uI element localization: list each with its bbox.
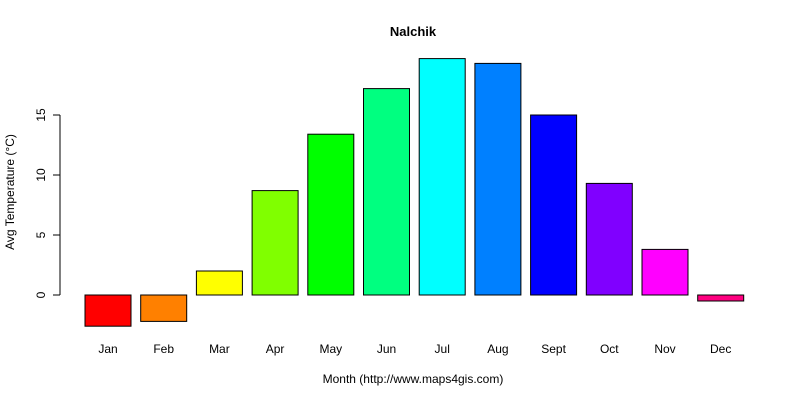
bar-oct: [585, 182, 633, 296]
x-tick-labels: Jan Feb Mar Apr May Jun Jul Aug Sept Oct Nov Dec: [98, 342, 731, 356]
x-tick-label: Apr: [266, 342, 285, 356]
bars-group: [84, 58, 745, 327]
bar-dec: [697, 294, 745, 302]
bar-aug: [474, 62, 522, 296]
bar-jun: [363, 88, 410, 296]
x-tick-label: Feb: [153, 342, 174, 356]
x-tick-label: Sept: [541, 342, 566, 356]
y-axis-label: Avg Temperature (°C): [3, 134, 17, 250]
bar-jul: [418, 58, 466, 296]
x-tick-label: Dec: [710, 342, 731, 356]
bar-jan: [84, 294, 132, 327]
x-tick-label: Oct: [600, 342, 619, 356]
bar-feb: [140, 294, 188, 322]
bar-sept: [530, 114, 578, 296]
y-tick-label: 15: [34, 108, 48, 122]
chart-title: Nalchik: [390, 24, 437, 39]
x-tick-label: Aug: [487, 342, 508, 356]
x-tick-label: Nov: [654, 342, 675, 356]
bar-may: [307, 133, 355, 296]
x-tick-label: Mar: [209, 342, 230, 356]
x-axis-label: Month (http://www.maps4gis.com): [323, 372, 504, 386]
x-tick-label: Jan: [98, 342, 117, 356]
x-tick-label: Jun: [377, 342, 396, 356]
y-tick-label: 5: [34, 231, 48, 238]
y-tick-label: 10: [34, 168, 48, 182]
bar-mar: [195, 270, 243, 296]
x-tick-label: May: [319, 342, 342, 356]
bar-apr: [251, 190, 299, 296]
bar-nov: [641, 248, 689, 296]
x-tick-label: Jul: [435, 342, 450, 356]
y-tick-label: 0: [34, 291, 48, 298]
y-axis: 0 5 10 15: [34, 108, 61, 298]
